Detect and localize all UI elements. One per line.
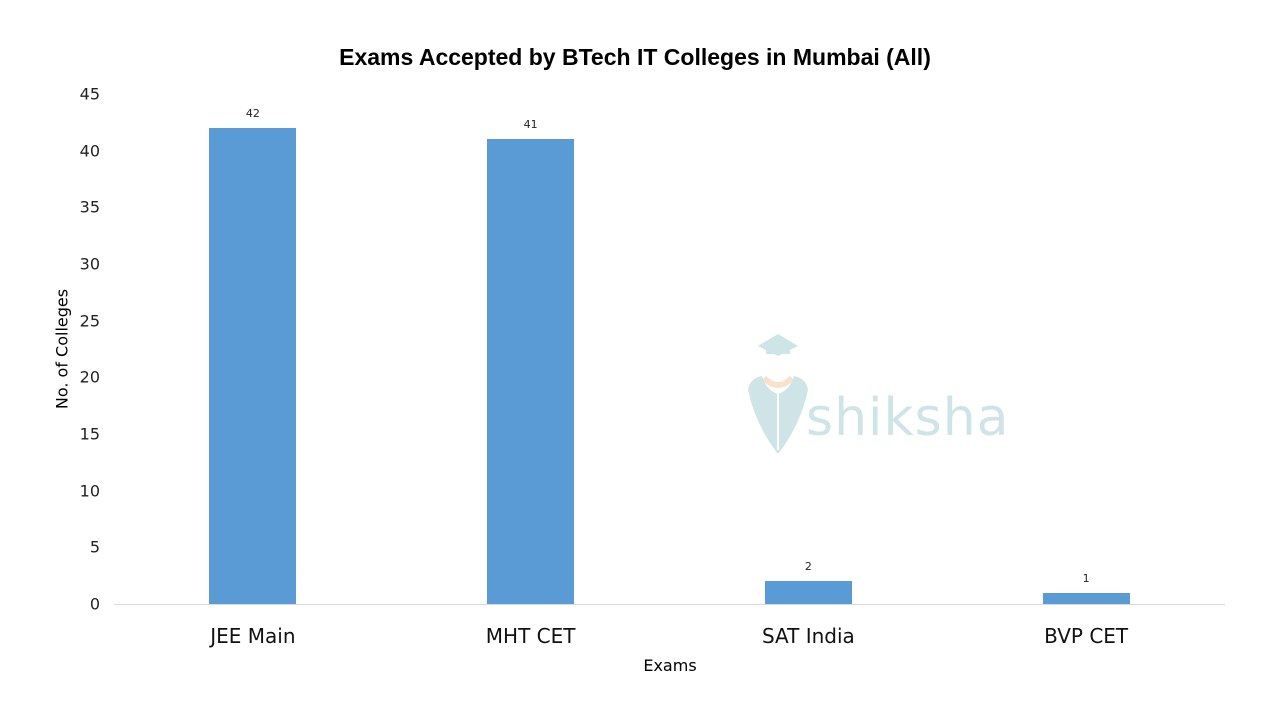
chart-title: Exams Accepted by BTech IT Colleges in M… [339, 44, 931, 70]
y-tick-label: 45 [79, 84, 100, 104]
x-axis-line [114, 604, 1225, 605]
bar [209, 128, 297, 604]
y-tick-label: 10 [79, 481, 100, 501]
bar [1042, 592, 1130, 604]
x-tick-label: JEE Main [210, 624, 296, 648]
y-tick-label: 25 [79, 311, 100, 331]
x-axis-label: Exams [643, 656, 697, 675]
y-tick-label: 30 [79, 254, 100, 274]
graduate-cap-logo-icon [748, 334, 808, 454]
watermark-text: shiksha [806, 388, 1010, 448]
y-tick-label: 35 [79, 197, 100, 217]
shiksha-watermark: shiksha [744, 330, 1044, 460]
x-tick-label: SAT India [761, 624, 855, 648]
y-tick-label: 5 [89, 537, 100, 557]
x-tick-label: BVP CET [1044, 624, 1129, 648]
x-tick-label: MHT CET [485, 624, 576, 648]
y-tick-label: 40 [79, 141, 100, 161]
data-label: 42 [245, 107, 260, 120]
y-tick-label: 0 [89, 594, 100, 614]
data-label: 1 [1082, 571, 1090, 585]
y-axis-label: No. of Colleges [52, 288, 72, 410]
data-label: 41 [523, 118, 538, 132]
y-tick-label: 15 [79, 424, 100, 444]
y-tick-label: 20 [79, 367, 100, 387]
bar [487, 139, 575, 604]
data-label: 2 [804, 560, 812, 574]
bar [764, 581, 852, 604]
